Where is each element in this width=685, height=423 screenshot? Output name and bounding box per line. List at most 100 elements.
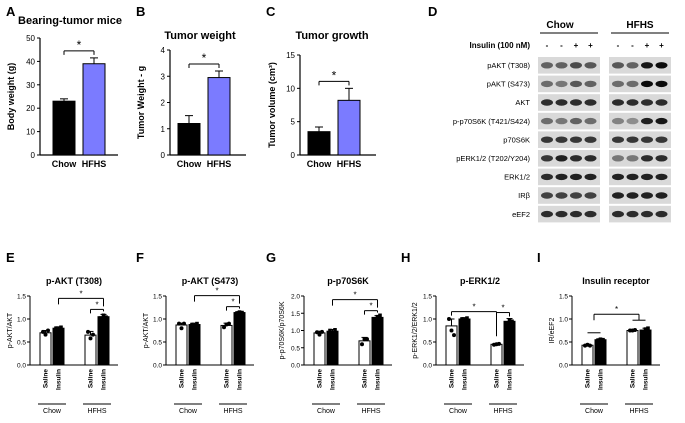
blot-band <box>570 173 582 181</box>
chart-title: p-AKT (S473) <box>182 276 239 286</box>
data-point <box>192 323 197 328</box>
y-tick-label: 1.5 <box>291 311 300 318</box>
data-point <box>598 337 603 342</box>
y-tick-label: 0 <box>161 151 166 160</box>
y-tick-label: 50 <box>26 34 35 43</box>
data-point <box>101 313 106 318</box>
insulin-sign: - <box>617 41 620 50</box>
blot-band <box>655 62 668 69</box>
data-point <box>86 329 90 334</box>
y-tick-label: 0.0 <box>17 363 26 370</box>
chart-a: Bearing-tumor mice 0 10 20 30 40 50 Body weight… <box>6 15 122 169</box>
significance-star: * <box>215 287 218 296</box>
x-tick-label: Saline <box>88 369 95 389</box>
blot-band <box>612 173 624 181</box>
blot-band <box>541 99 553 106</box>
data-point <box>452 333 456 338</box>
blot-band <box>541 210 553 218</box>
chart-i: Insulin receptor 0.0 0.5 1.0 1.5 IR/eEF2 Salin… <box>549 276 660 415</box>
blot-band <box>641 99 653 106</box>
blot-strip <box>609 94 671 111</box>
group-label: Chow <box>179 408 198 415</box>
blot-band <box>612 155 624 162</box>
y-tick-label: 0 <box>31 151 36 160</box>
blot-strip <box>538 168 600 186</box>
x-tick-label: Saline <box>585 369 592 389</box>
y-axis-label: Body weight (g) <box>6 63 16 131</box>
blot-band <box>555 62 568 69</box>
blot-band <box>584 62 597 69</box>
blot-band <box>570 155 582 162</box>
blot-band <box>641 136 653 143</box>
blot-strip <box>609 112 671 130</box>
y-tick-label: 1 <box>161 125 166 134</box>
blot-strip <box>538 205 600 223</box>
x-tick-label: Insulin <box>56 369 63 390</box>
blot-row-label: pAKT (S473) <box>487 80 531 89</box>
insulin-sign: + <box>588 41 593 50</box>
data-point <box>633 328 637 333</box>
blot-band <box>570 99 582 106</box>
blot-row-label: eEF2 <box>512 210 530 219</box>
x-tick-label: Saline <box>630 369 637 389</box>
y-tick-label: 0.0 <box>423 363 432 370</box>
bar <box>39 332 52 366</box>
blot-band <box>584 155 597 162</box>
blot-band <box>555 117 568 125</box>
blot-band <box>555 99 568 106</box>
blot-row-label: p-p70S6K (T421/S424) <box>453 117 531 126</box>
y-tick-label: 0.5 <box>17 340 26 347</box>
blot-strip <box>609 205 671 223</box>
x-tick-label: Insulin <box>330 369 337 390</box>
bar <box>337 99 361 156</box>
significance-star: * <box>501 304 504 313</box>
blot-group-label: Chow <box>546 20 573 31</box>
data-point <box>333 328 337 332</box>
blot-strip <box>609 150 671 167</box>
data-point <box>365 337 369 342</box>
blot-strip <box>538 112 600 130</box>
data-point <box>505 321 509 326</box>
blot-strip <box>609 57 671 74</box>
blot-band <box>641 155 653 162</box>
group-label: Chow <box>449 408 468 415</box>
blot-strip <box>538 131 600 148</box>
blot-band <box>570 136 582 143</box>
x-tick-label: Insulin <box>237 369 244 390</box>
y-tick-label: 1.0 <box>291 328 300 335</box>
chart-title: p-ERK1/2 <box>460 276 500 286</box>
x-tick-label: Saline <box>43 369 50 389</box>
group-label: HFHS <box>629 408 648 415</box>
blot-band <box>626 62 639 69</box>
panel-label-g: G <box>266 250 276 265</box>
chart-title: Bearing-tumor mice <box>18 15 122 27</box>
y-tick-label: 0.5 <box>291 345 300 352</box>
blot-band <box>655 80 668 88</box>
data-point <box>46 328 50 333</box>
y-tick-label: 3 <box>161 72 166 81</box>
y-tick-label: 10 <box>286 84 295 93</box>
data-point <box>41 329 45 334</box>
chart-title: p-p70S6K <box>327 276 369 286</box>
panel-label-h: H <box>401 250 410 265</box>
blot-band <box>641 62 653 69</box>
blot-row-label: pAKT (T308) <box>487 61 530 70</box>
y-tick-label: 1.5 <box>423 294 432 301</box>
bar <box>52 100 76 156</box>
bar <box>503 320 516 366</box>
blot-band <box>626 136 639 143</box>
panel-label-a: A <box>6 4 16 19</box>
y-tick-label: 1.0 <box>423 317 432 324</box>
x-tick-label: Chow <box>307 159 332 169</box>
panel-label-d: D <box>428 4 437 19</box>
group-label: HFHS <box>223 408 242 415</box>
y-tick-label: 0.0 <box>291 363 300 370</box>
bar <box>52 327 65 366</box>
data-point <box>227 321 231 326</box>
x-tick-label: Insulin <box>462 369 469 390</box>
data-point <box>56 327 61 331</box>
bar <box>594 339 607 366</box>
bar <box>175 324 188 366</box>
y-tick-label: 2 <box>161 99 166 108</box>
data-point <box>462 318 467 322</box>
